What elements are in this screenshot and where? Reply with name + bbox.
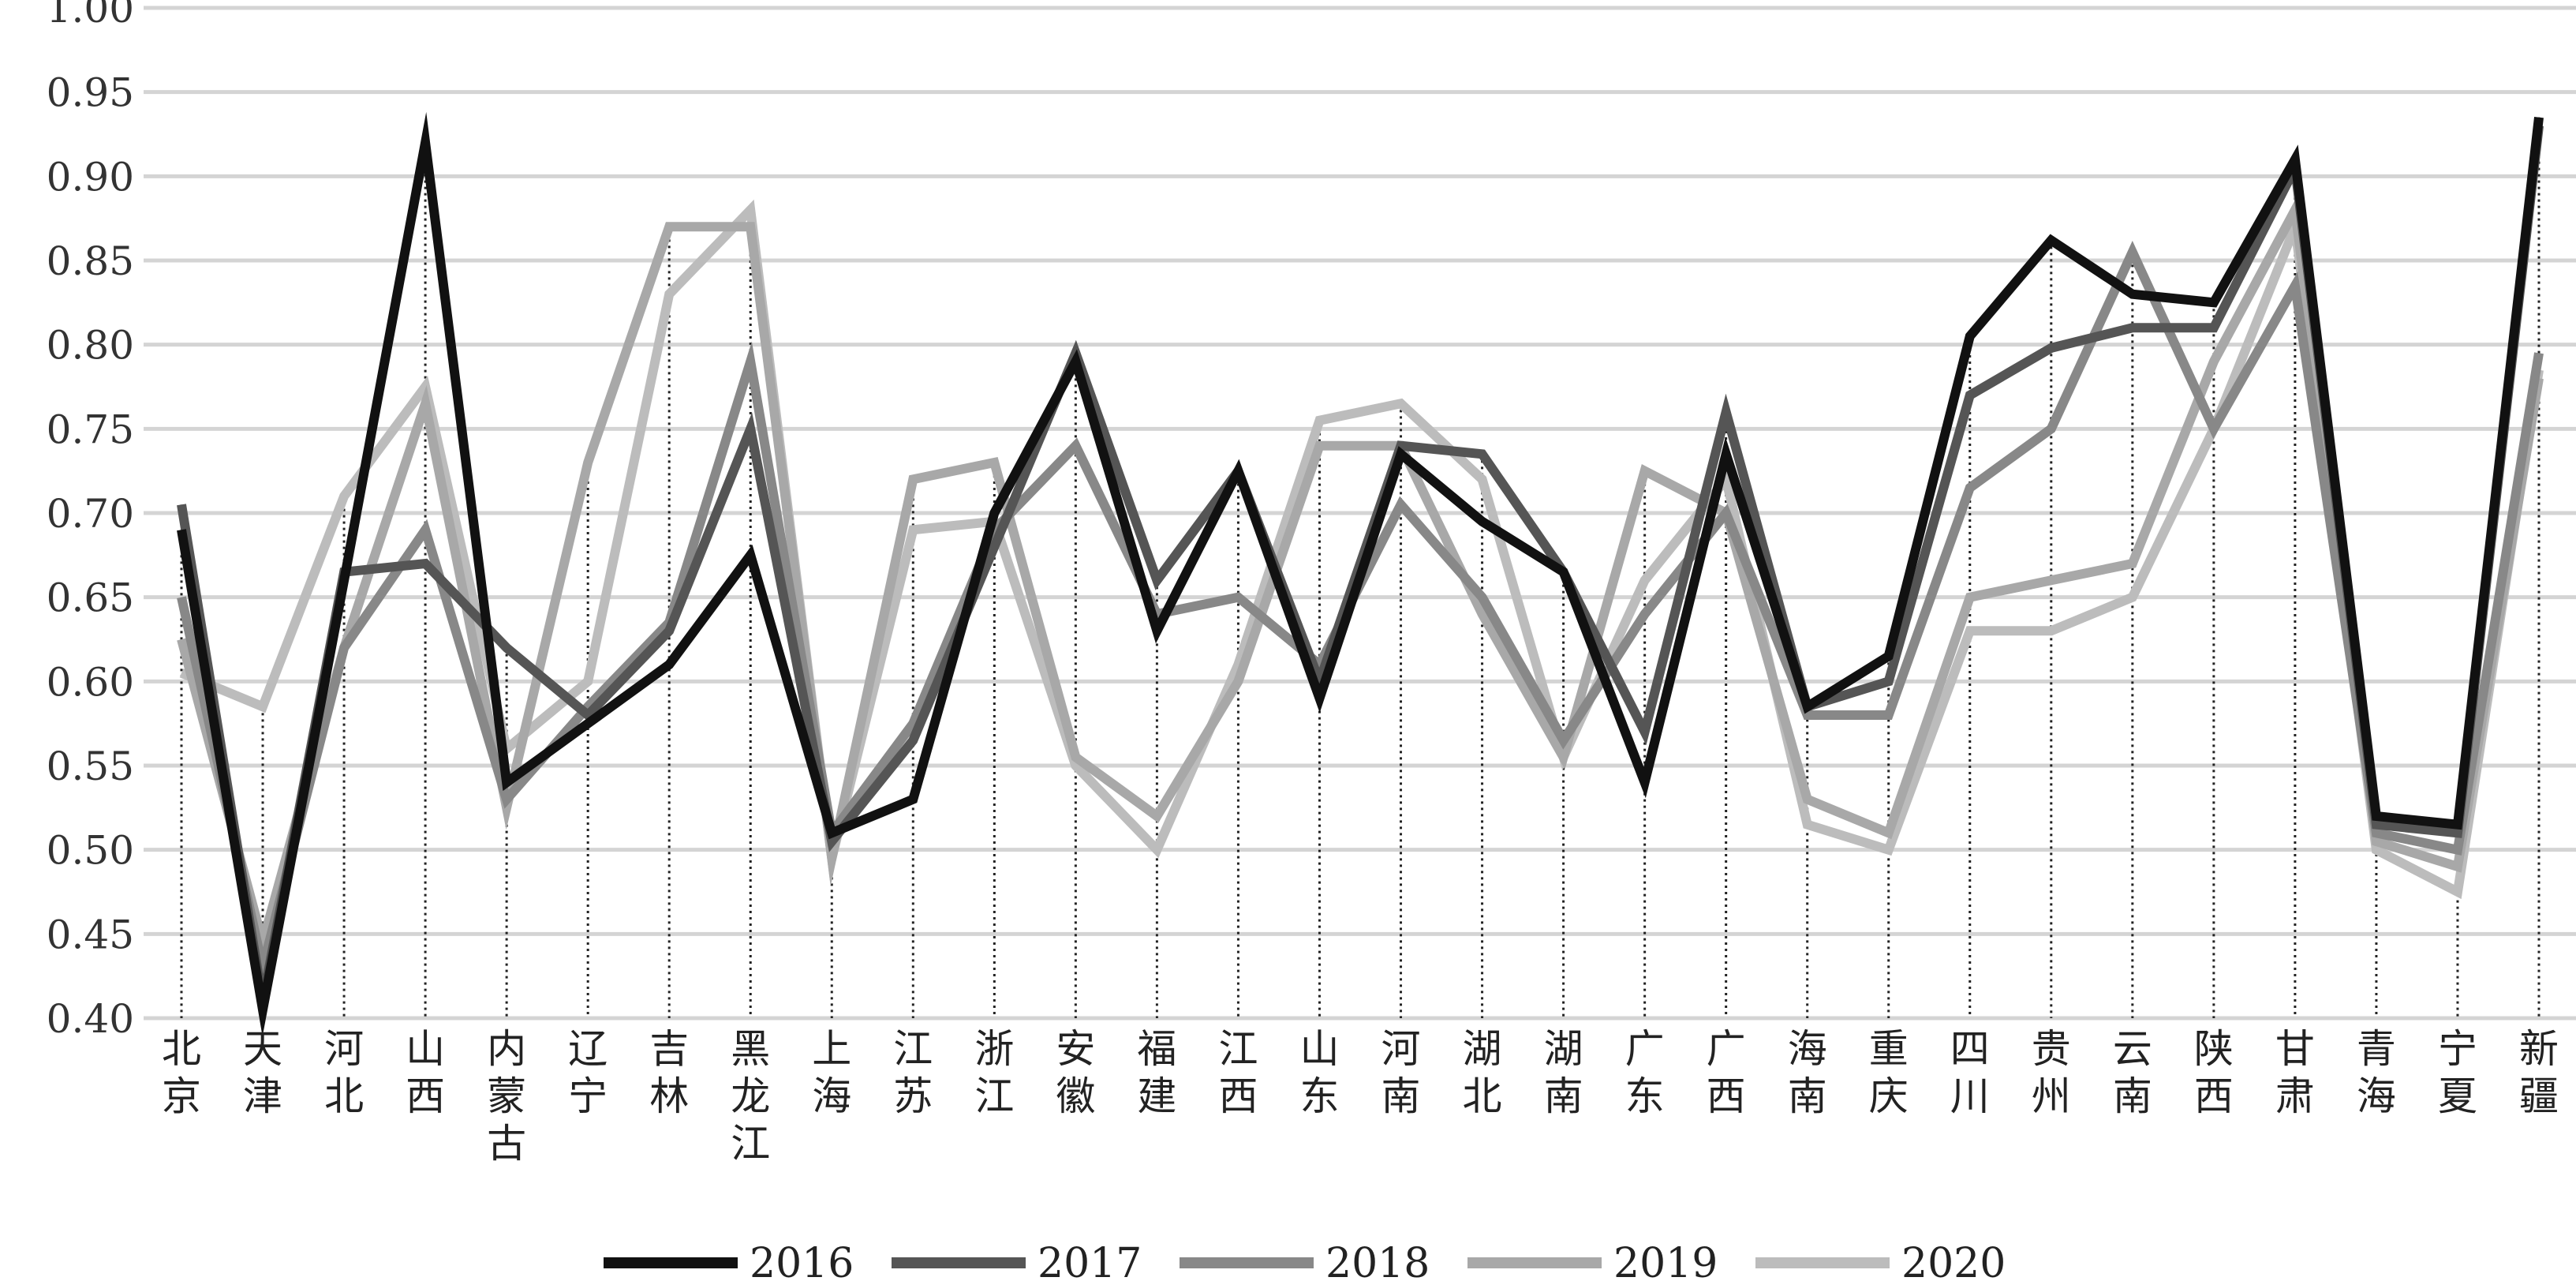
x-tick-label: 上海 (812, 1026, 851, 1119)
y-axis-tick-labels: 0.40 0.45 0.50 0.55 0.60 0.65 0.70 0.75 0.80 0.85… (47, 0, 134, 1042)
x-tick-label: 北京 (162, 1026, 201, 1119)
x-tick-label: 四川 (1950, 1026, 1990, 1119)
legend-label-2020: 2020 (1901, 1240, 2006, 1278)
x-tick-label: 湖南 (1544, 1026, 1583, 1119)
y-tick-label: 0.55 (47, 744, 134, 789)
x-tick-label: 山西 (406, 1026, 445, 1119)
y-tick-label: 0.90 (47, 154, 134, 200)
y-tick-label: 0.95 (47, 70, 134, 116)
x-tick-label: 贵州 (2032, 1026, 2071, 1119)
x-tick-label: 湖北 (1463, 1026, 1502, 1119)
legend-label-2016: 2016 (750, 1240, 854, 1278)
gridlines (144, 6, 2576, 1021)
y-tick-label: 0.65 (47, 575, 134, 621)
x-tick-label: 宁夏 (2438, 1026, 2477, 1119)
y-tick-label: 0.50 (47, 828, 134, 874)
x-tick-label: 辽宁 (568, 1026, 608, 1119)
x-tick-label: 江苏 (893, 1026, 933, 1119)
x-tick-label: 青海 (2357, 1026, 2396, 1119)
legend-label-2018: 2018 (1325, 1240, 1430, 1278)
y-tick-label: 0.85 (47, 238, 134, 284)
x-tick-label: 云南 (2113, 1026, 2152, 1119)
x-tick-label: 福建 (1137, 1026, 1176, 1119)
x-tick-label: 广东 (1625, 1026, 1665, 1119)
x-tick-label: 天津 (243, 1026, 282, 1119)
x-tick-label: 广西 (1707, 1026, 1746, 1119)
x-tick-label: 浙江 (974, 1026, 1014, 1119)
series-line-2016 (177, 111, 2544, 1037)
x-tick-label: 重庆 (1869, 1026, 1909, 1119)
series-line-2019 (177, 194, 2544, 961)
x-tick-label: 山东 (1299, 1026, 1339, 1119)
legend-label-2017: 2017 (1038, 1240, 1142, 1278)
x-tick-label: 海南 (1788, 1026, 1827, 1119)
y-tick-label: 1.00 (47, 0, 134, 32)
y-tick-label: 0.60 (47, 659, 134, 705)
x-tick-label: 江西 (1218, 1026, 1258, 1119)
x-tick-label: 河南 (1381, 1026, 1421, 1119)
y-tick-label: 0.45 (47, 912, 134, 957)
y-tick-label: 0.80 (47, 323, 134, 369)
legend: 2016 2017 2018 2019 2020 (604, 1240, 2006, 1281)
legend-label-2019: 2019 (1613, 1240, 1718, 1278)
y-tick-label: 0.70 (47, 491, 134, 537)
series-line-2020 (179, 199, 2544, 900)
x-tick-label: 吉林 (649, 1026, 689, 1119)
series-lines (177, 111, 2544, 1037)
x-tick-label: 内蒙古 (487, 1026, 526, 1167)
x-tick-label: 陕西 (2194, 1026, 2234, 1119)
y-tick-label: 0.75 (47, 406, 134, 452)
x-tick-label: 河北 (324, 1026, 364, 1119)
series-line-2018 (177, 240, 2544, 989)
y-tick-label: 0.40 (47, 996, 134, 1042)
x-tick-label: 黑龙江 (731, 1026, 770, 1167)
x-tick-label: 新疆 (2519, 1026, 2559, 1119)
x-tick-label: 安徽 (1056, 1026, 1095, 1119)
x-tick-label: 甘肃 (2275, 1026, 2315, 1119)
